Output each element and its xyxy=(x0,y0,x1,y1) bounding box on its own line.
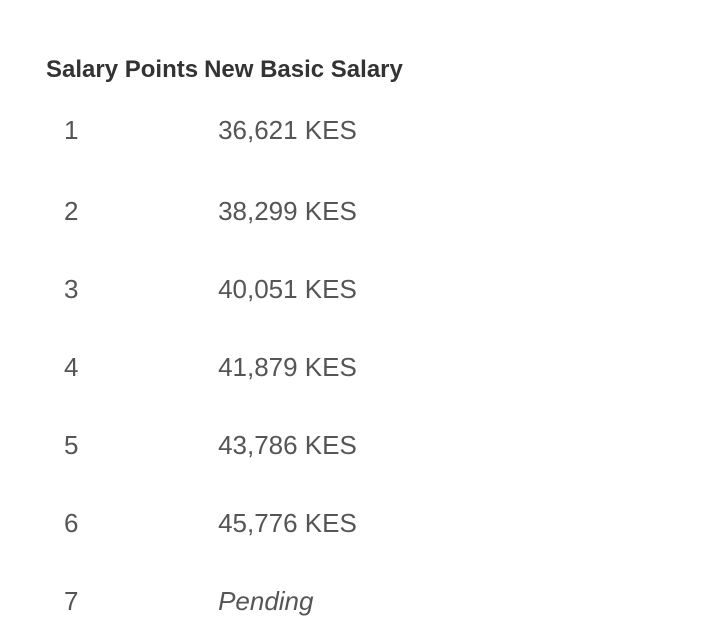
table-row: 1 36,621 KES xyxy=(46,88,409,172)
table-header-row: Salary Points New Basic Salary xyxy=(46,52,409,88)
basic-salary-pending: Pending xyxy=(218,585,314,616)
basic-salary: 41,879 KES xyxy=(218,351,357,382)
table-row: 3 40,051 KES xyxy=(46,250,409,328)
table-row: 5 43,786 KES xyxy=(46,406,409,484)
table-row: 4 41,879 KES xyxy=(46,328,409,406)
header-salary-points: Salary Points xyxy=(46,56,199,83)
basic-salary: 45,776 KES xyxy=(218,507,357,538)
salary-point: 3 xyxy=(64,273,79,304)
salary-point: 4 xyxy=(64,351,79,382)
salary-point: 7 xyxy=(64,585,79,616)
salary-point: 1 xyxy=(64,114,79,145)
table-row: 6 45,776 KES xyxy=(46,484,409,562)
salary-point: 5 xyxy=(64,429,79,460)
salary-point: 2 xyxy=(64,195,79,226)
header-new-basic-salary: New Basic Salary xyxy=(204,56,403,83)
basic-salary: 38,299 KES xyxy=(218,195,357,226)
basic-salary: 43,786 KES xyxy=(218,429,357,460)
salary-point: 6 xyxy=(64,507,79,538)
basic-salary: 36,621 KES xyxy=(218,114,357,145)
table-row: 7 Pending xyxy=(46,562,409,640)
salary-table: Salary Points New Basic Salary 1 36,621 K… xyxy=(46,52,409,640)
basic-salary: 40,051 KES xyxy=(218,273,357,304)
table-row: 2 38,299 KES xyxy=(46,172,409,250)
